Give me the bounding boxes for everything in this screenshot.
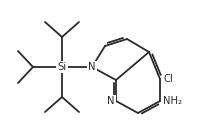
Text: N: N — [88, 62, 96, 72]
Text: Cl: Cl — [163, 74, 173, 84]
Text: NH₂: NH₂ — [163, 96, 182, 106]
Text: N: N — [108, 96, 115, 106]
Text: Si: Si — [58, 62, 67, 72]
